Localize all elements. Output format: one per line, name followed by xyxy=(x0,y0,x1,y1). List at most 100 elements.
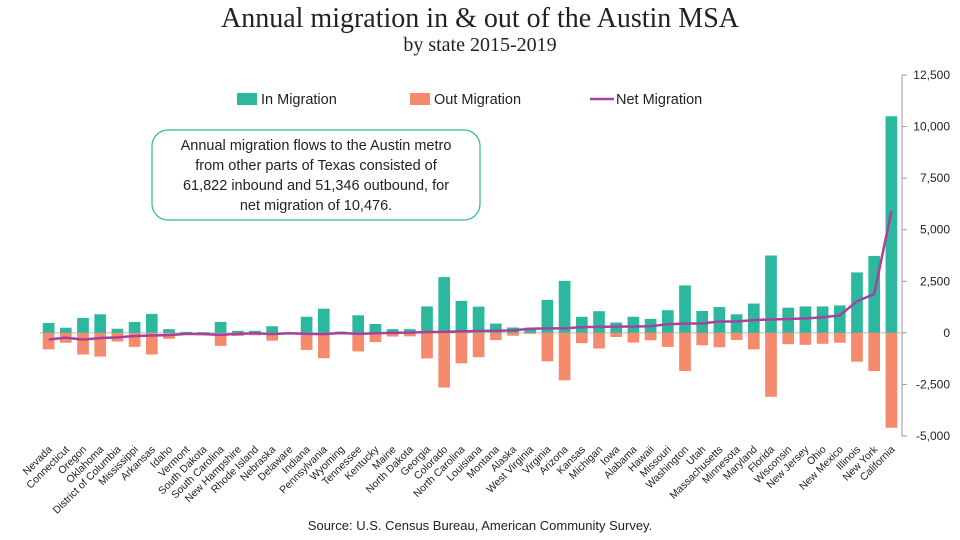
bar xyxy=(868,332,881,372)
legend-label: Out Migration xyxy=(434,92,521,108)
bar xyxy=(524,332,537,334)
y-tick-label: 7,500 xyxy=(920,171,950,185)
bar xyxy=(386,332,399,337)
bar xyxy=(679,332,691,372)
bar xyxy=(128,332,141,347)
y-tick-label: 12,500 xyxy=(913,68,950,82)
bar xyxy=(42,322,55,333)
bar xyxy=(730,314,743,333)
bar xyxy=(885,116,898,333)
bar xyxy=(541,299,554,333)
bar xyxy=(575,316,588,333)
net-line xyxy=(48,210,893,341)
bar xyxy=(421,306,433,333)
bar xyxy=(455,300,468,333)
bar xyxy=(94,332,107,357)
bar xyxy=(489,323,502,333)
bar xyxy=(386,329,399,333)
bar xyxy=(214,321,227,333)
bar xyxy=(197,332,210,333)
bar xyxy=(765,332,777,397)
bar xyxy=(661,310,674,333)
bar xyxy=(644,332,657,341)
bar xyxy=(352,315,365,333)
legend-label: Net Migration xyxy=(616,92,702,108)
bar xyxy=(833,305,846,333)
bar xyxy=(799,332,812,345)
legend-swatch xyxy=(410,93,430,105)
bar xyxy=(472,332,485,358)
bar xyxy=(42,332,55,350)
bar xyxy=(816,306,829,333)
bar xyxy=(489,332,502,341)
bar xyxy=(541,332,554,362)
y-tick-label: 5,000 xyxy=(920,223,950,237)
bar xyxy=(214,332,227,346)
bar xyxy=(77,332,89,355)
y-tick-label: -2,500 xyxy=(916,377,950,391)
bar xyxy=(851,332,863,362)
bar xyxy=(369,332,382,343)
bar xyxy=(713,332,726,348)
bar xyxy=(558,332,571,381)
annotation-box xyxy=(151,129,481,221)
bar xyxy=(352,332,365,352)
bar xyxy=(249,330,261,333)
bar xyxy=(696,332,709,346)
bar xyxy=(145,332,158,355)
bar xyxy=(782,332,795,345)
bar xyxy=(885,332,898,428)
bar xyxy=(747,303,760,333)
bar xyxy=(593,311,605,333)
bar xyxy=(472,306,485,333)
bar xyxy=(455,332,468,364)
bar xyxy=(575,332,588,344)
bar xyxy=(696,310,709,333)
bar xyxy=(747,332,760,350)
y-tick-label: 2,500 xyxy=(920,274,950,288)
annotation-text: net migration of 10,476. xyxy=(240,198,392,214)
bar xyxy=(661,332,674,347)
bar xyxy=(266,332,279,341)
bar xyxy=(163,329,175,333)
annotation-text: Annual migration flows to the Austin met… xyxy=(181,138,452,154)
bar xyxy=(765,255,777,333)
bar xyxy=(730,332,743,341)
bar xyxy=(59,327,72,333)
bar xyxy=(403,329,416,333)
bar xyxy=(627,332,640,343)
bar xyxy=(111,328,124,333)
bar xyxy=(833,332,846,343)
bar xyxy=(231,330,244,333)
source-note: Source: U.S. Census Bureau, American Com… xyxy=(308,518,652,533)
bar xyxy=(369,323,382,333)
bar xyxy=(593,332,605,349)
legend-label: In Migration xyxy=(261,92,337,108)
bar xyxy=(507,332,519,336)
y-tick-label: 10,000 xyxy=(913,120,950,134)
bar xyxy=(421,332,433,359)
bar xyxy=(679,285,691,333)
annotation-text: from other parts of Texas consisted of xyxy=(195,158,437,174)
bar xyxy=(317,332,330,359)
bar xyxy=(438,277,451,333)
annotation-text: 61,822 inbound and 51,346 outbound, for xyxy=(183,178,449,194)
y-tick-label: -5,000 xyxy=(916,429,950,443)
bar xyxy=(180,331,193,333)
bar xyxy=(524,327,537,333)
bar xyxy=(300,316,313,333)
y-tick-label: 0 xyxy=(943,326,950,340)
bar xyxy=(438,332,451,388)
bar xyxy=(266,326,279,333)
bar xyxy=(128,321,141,333)
legend-swatch xyxy=(237,93,257,105)
bar xyxy=(558,280,571,333)
bar xyxy=(300,332,313,350)
chart-subtitle: by state 2015-2019 xyxy=(403,34,556,56)
bar xyxy=(403,332,416,337)
chart-title: Annual migration in & out of the Austin … xyxy=(221,3,740,34)
bar xyxy=(94,314,107,333)
bar xyxy=(145,313,158,333)
bar xyxy=(627,316,640,333)
